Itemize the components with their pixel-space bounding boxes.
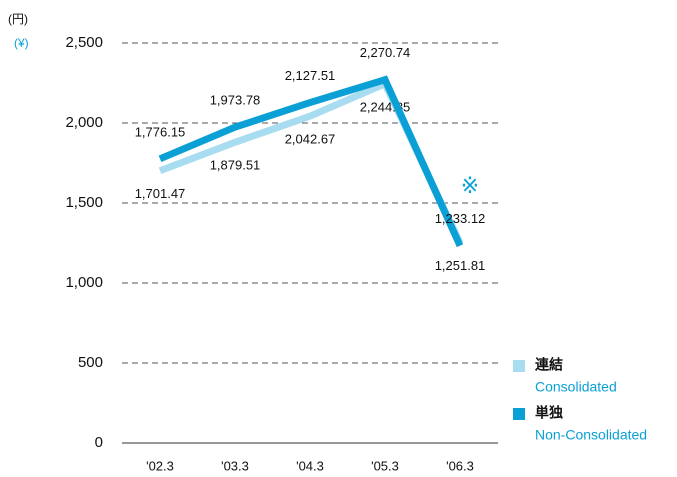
data-label: 1,233.12	[435, 211, 486, 226]
data-label: 2,270.74	[360, 45, 411, 60]
data-label: 1,879.51	[210, 158, 261, 173]
x-tick-label: '06.3	[446, 458, 474, 473]
legend-name-en: Non-Consolidated	[535, 427, 647, 443]
data-label: 1,973.78	[210, 93, 261, 108]
y-tick-label: 1,000	[65, 274, 103, 291]
y-tick-label: 1,500	[65, 194, 103, 211]
data-label: 2,042.67	[285, 132, 336, 147]
series-line	[158, 79, 464, 245]
data-label: 1,251.81	[435, 258, 486, 273]
x-tick-label: '02.3	[146, 458, 174, 473]
y-tick-label: 0	[95, 434, 103, 451]
legend-name: 単独	[535, 405, 563, 421]
data-label: 1,701.47	[135, 186, 186, 201]
legend-name-en: Consolidated	[535, 379, 617, 395]
y-tick-label: 500	[78, 354, 103, 371]
unit-label-jp: (円)	[8, 12, 28, 26]
x-tick-label: '04.3	[296, 458, 324, 473]
series-line	[158, 75, 464, 248]
x-tick-label: '05.3	[371, 458, 399, 473]
x-tick-label: '03.3	[221, 458, 249, 473]
legend-swatch	[513, 408, 525, 420]
annotation: ※	[461, 173, 479, 198]
legend-swatch	[513, 360, 525, 372]
data-label: 2,127.51	[285, 68, 336, 83]
unit-label-yen: (¥)	[14, 36, 29, 50]
legend-name: 連結	[535, 357, 563, 373]
y-tick-label: 2,500	[65, 34, 103, 51]
y-tick-label: 2,000	[65, 114, 103, 131]
data-label: 1,776.15	[135, 124, 186, 139]
